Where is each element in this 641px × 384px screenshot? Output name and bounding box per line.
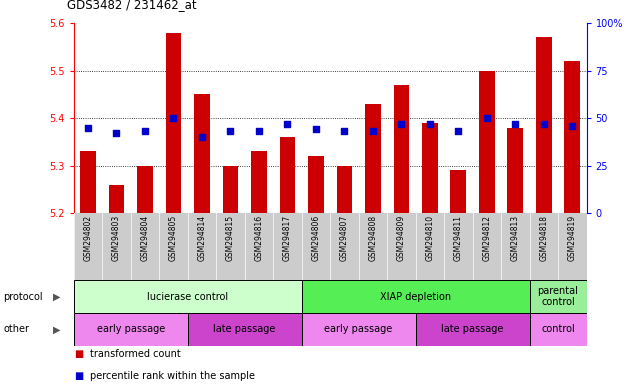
Point <box>225 128 235 134</box>
Point <box>368 128 378 134</box>
Text: GSM294805: GSM294805 <box>169 215 178 262</box>
Bar <box>279 137 296 213</box>
Bar <box>565 61 580 213</box>
Text: late passage: late passage <box>213 324 276 334</box>
Point <box>311 126 321 132</box>
Text: other: other <box>3 324 29 334</box>
Bar <box>188 313 302 346</box>
Text: GDS3482 / 231462_at: GDS3482 / 231462_at <box>67 0 197 12</box>
Point <box>567 122 578 129</box>
Bar <box>508 127 523 213</box>
Point <box>396 121 406 127</box>
Bar <box>74 280 302 313</box>
Text: GSM294804: GSM294804 <box>140 215 149 262</box>
Bar <box>165 33 181 213</box>
Text: late passage: late passage <box>442 324 504 334</box>
Bar <box>536 37 552 213</box>
Bar <box>451 170 466 213</box>
Bar <box>194 94 210 213</box>
Text: parental
control: parental control <box>538 286 578 308</box>
Point <box>140 128 150 134</box>
Bar <box>394 85 409 213</box>
Text: GSM294803: GSM294803 <box>112 215 121 262</box>
Text: GSM294816: GSM294816 <box>254 215 263 261</box>
Bar <box>422 123 438 213</box>
Text: early passage: early passage <box>324 324 393 334</box>
Text: GSM294815: GSM294815 <box>226 215 235 261</box>
Point <box>510 121 520 127</box>
Text: GSM294818: GSM294818 <box>539 215 548 261</box>
Bar <box>415 313 529 346</box>
Bar <box>365 104 381 213</box>
Point <box>83 124 93 131</box>
Point <box>339 128 349 134</box>
Bar <box>108 185 124 213</box>
Point <box>197 134 207 140</box>
Text: GSM294817: GSM294817 <box>283 215 292 261</box>
Bar <box>529 313 587 346</box>
Text: ■: ■ <box>74 371 83 381</box>
Text: lucierase control: lucierase control <box>147 291 228 302</box>
Point <box>112 130 122 136</box>
Point <box>282 121 292 127</box>
Bar <box>251 151 267 213</box>
Text: transformed count: transformed count <box>90 349 181 359</box>
Text: GSM294813: GSM294813 <box>511 215 520 261</box>
Point <box>453 128 463 134</box>
Point <box>169 115 179 121</box>
Text: GSM294814: GSM294814 <box>197 215 206 261</box>
Bar <box>74 313 188 346</box>
Text: protocol: protocol <box>3 291 43 302</box>
Point <box>254 128 264 134</box>
Text: GSM294812: GSM294812 <box>482 215 491 261</box>
Text: percentile rank within the sample: percentile rank within the sample <box>90 371 254 381</box>
Bar <box>337 166 352 213</box>
Text: GSM294806: GSM294806 <box>312 215 320 262</box>
Text: ▶: ▶ <box>53 324 61 334</box>
Text: XIAP depletion: XIAP depletion <box>380 291 451 302</box>
Text: ■: ■ <box>74 349 83 359</box>
Bar <box>137 166 153 213</box>
Bar <box>308 156 324 213</box>
Point <box>538 121 549 127</box>
Text: early passage: early passage <box>97 324 165 334</box>
Text: GSM294808: GSM294808 <box>369 215 378 261</box>
Bar <box>529 280 587 313</box>
Bar <box>302 280 529 313</box>
Text: GSM294810: GSM294810 <box>426 215 435 261</box>
Text: control: control <box>541 324 575 334</box>
Bar <box>222 166 238 213</box>
Point <box>425 121 435 127</box>
Point <box>481 115 492 121</box>
Bar <box>80 151 96 213</box>
Text: GSM294811: GSM294811 <box>454 215 463 261</box>
Text: GSM294802: GSM294802 <box>83 215 92 261</box>
Text: ▶: ▶ <box>53 291 61 302</box>
Text: GSM294819: GSM294819 <box>568 215 577 261</box>
Text: GSM294809: GSM294809 <box>397 215 406 262</box>
Bar <box>479 71 495 213</box>
Bar <box>302 313 415 346</box>
Text: GSM294807: GSM294807 <box>340 215 349 262</box>
